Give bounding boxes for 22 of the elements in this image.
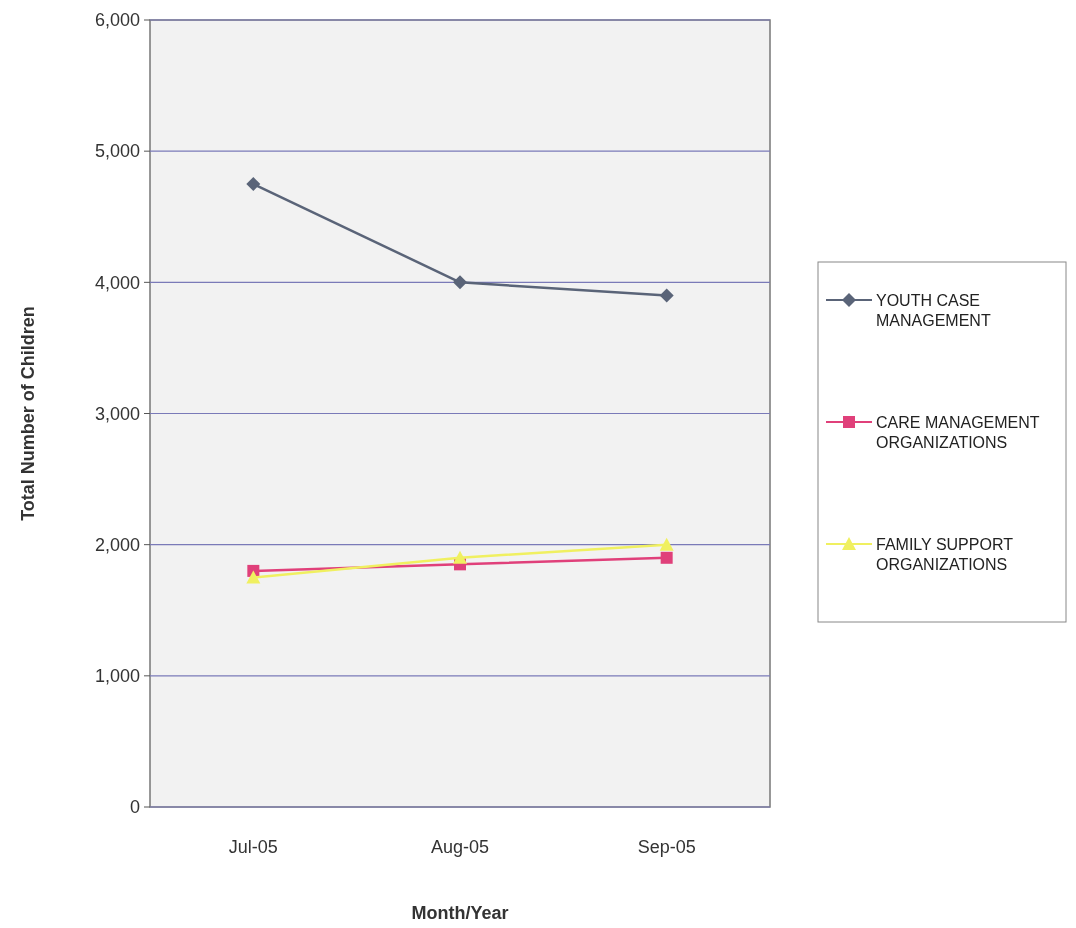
x-tick-label: Sep-05 [637,837,696,857]
x-tick-label: Jul-05 [228,837,278,857]
y-tick-label: 5,000 [94,141,140,162]
y-tick-label: 6,000 [94,10,140,31]
x-axis-title: Month/Year [411,903,509,923]
point [660,551,673,564]
y-tick-label: 0 [129,797,140,818]
legend-label: YOUTH CASE MANAGEMENT [876,291,991,330]
point [453,275,467,290]
point [246,176,261,191]
y-tick-label: 4,000 [94,272,140,293]
x-tick-label: Aug-05 [430,837,490,857]
y-axis-title: Total Number of Children [18,306,38,521]
legend-label: CARE MANAGEMENT ORGANIZATIONS [876,413,1040,452]
y-tick-label: 2,000 [94,534,140,555]
point [659,288,674,303]
point [659,537,674,551]
y-tick-label: 1,000 [94,666,140,687]
y-tick-label: 3,000 [94,403,140,424]
point [246,570,261,584]
legend-label: FAMILY SUPPORT ORGANIZATIONS [876,535,1014,574]
point [453,550,467,564]
